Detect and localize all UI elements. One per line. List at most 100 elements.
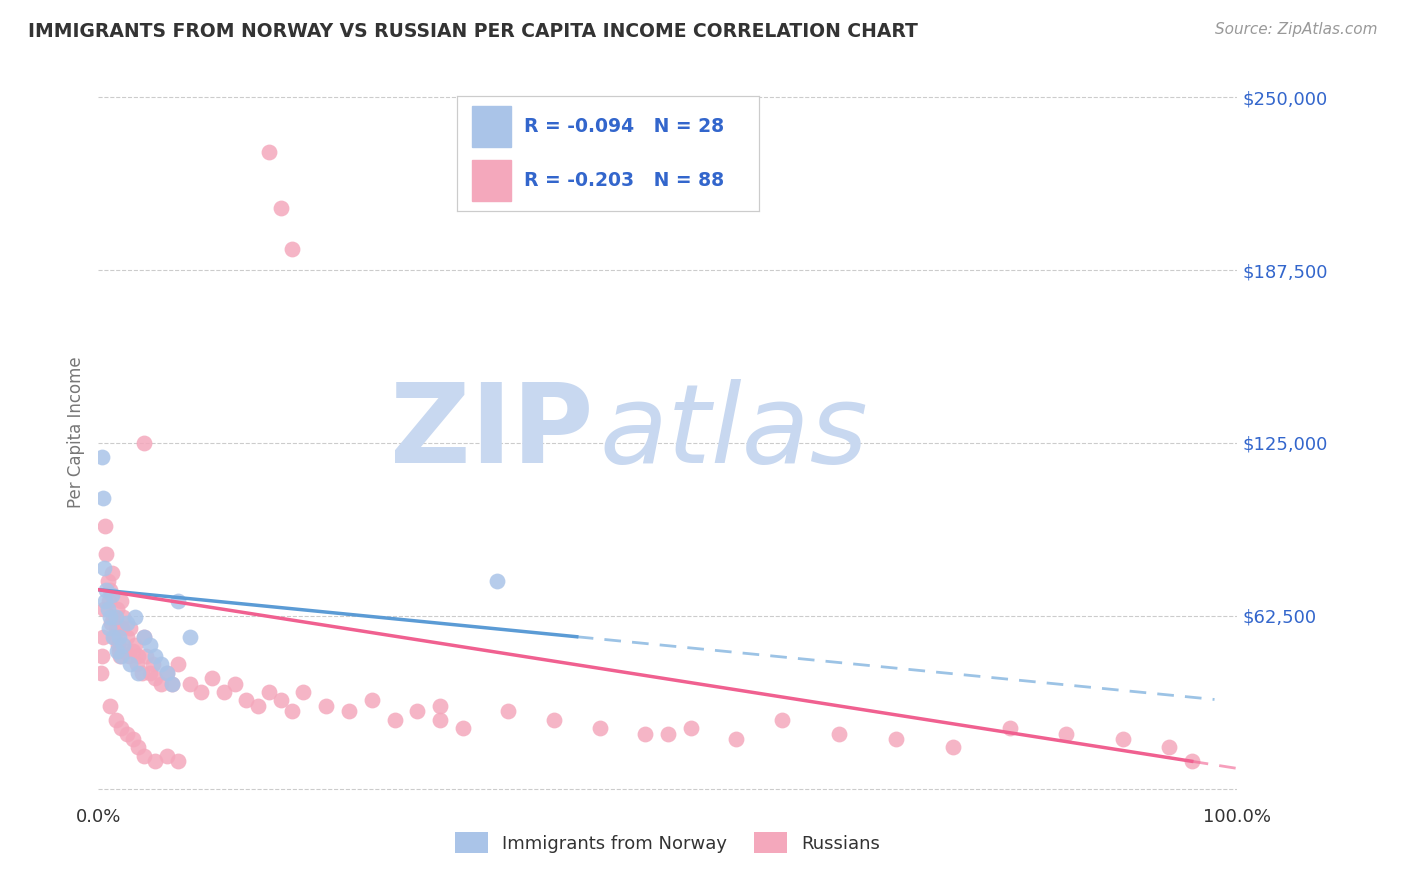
Point — [127, 665, 149, 680]
Point — [145, 671, 167, 685]
Point — [132, 630, 155, 644]
Point — [156, 748, 179, 763]
Point — [138, 665, 160, 680]
Point — [201, 671, 224, 685]
Point — [110, 721, 132, 735]
Point — [406, 705, 429, 719]
Point — [235, 693, 257, 707]
Text: Source: ZipAtlas.com: Source: ZipAtlas.com — [1215, 22, 1378, 37]
Point — [429, 698, 451, 713]
Point — [142, 657, 165, 672]
Point — [94, 593, 117, 607]
Point — [120, 657, 142, 672]
Point — [337, 705, 360, 719]
Point — [1181, 754, 1204, 768]
Point — [451, 721, 474, 735]
Point — [93, 602, 115, 616]
Point — [384, 713, 406, 727]
Point — [115, 615, 138, 630]
Point — [259, 685, 281, 699]
Point — [124, 638, 146, 652]
Point — [634, 726, 657, 740]
Point — [101, 566, 124, 580]
Point — [121, 732, 143, 747]
Y-axis label: Per Capita Income: Per Capita Income — [66, 357, 84, 508]
Point — [121, 643, 143, 657]
Point — [96, 547, 118, 561]
Point — [98, 698, 121, 713]
Point — [150, 657, 173, 672]
Point — [138, 638, 160, 652]
Point — [98, 582, 121, 597]
Point — [145, 649, 167, 664]
Point — [167, 754, 190, 768]
Point — [224, 677, 246, 691]
Point — [90, 450, 112, 464]
Point — [679, 721, 702, 735]
Point — [190, 685, 212, 699]
Point — [115, 726, 138, 740]
Point — [150, 677, 173, 691]
Point — [167, 657, 190, 672]
Point — [105, 602, 128, 616]
Point — [131, 665, 153, 680]
Point — [246, 698, 269, 713]
Point — [167, 593, 190, 607]
Point — [498, 705, 520, 719]
Point — [107, 638, 129, 652]
Point — [111, 622, 134, 636]
Point — [292, 685, 315, 699]
Point — [315, 698, 337, 713]
Point — [97, 622, 120, 636]
Point — [112, 610, 135, 624]
Point — [96, 582, 118, 597]
Point — [90, 649, 112, 664]
Point — [429, 713, 451, 727]
Point — [145, 754, 167, 768]
Point — [162, 677, 184, 691]
Point — [104, 713, 127, 727]
Point — [588, 721, 610, 735]
Point — [1054, 726, 1078, 740]
Point — [100, 615, 122, 630]
Point — [156, 665, 179, 680]
Point — [91, 491, 114, 506]
Point — [212, 685, 235, 699]
Point — [486, 574, 509, 589]
Text: ZIP: ZIP — [391, 379, 593, 486]
Point — [90, 665, 112, 680]
Point — [101, 588, 124, 602]
Point — [108, 643, 131, 657]
Point — [108, 630, 131, 644]
Point — [103, 630, 125, 644]
Point — [94, 519, 117, 533]
Point — [91, 630, 114, 644]
Point — [120, 622, 142, 636]
Point — [110, 593, 132, 607]
Point — [770, 713, 793, 727]
Point — [132, 630, 155, 644]
Point — [156, 665, 179, 680]
Point — [884, 732, 907, 747]
Point — [124, 610, 146, 624]
Text: IMMIGRANTS FROM NORWAY VS RUSSIAN PER CAPITA INCOME CORRELATION CHART: IMMIGRANTS FROM NORWAY VS RUSSIAN PER CA… — [28, 22, 918, 41]
Point — [270, 201, 292, 215]
Point — [93, 560, 115, 574]
Point — [104, 610, 127, 624]
Point — [998, 721, 1021, 735]
Point — [127, 740, 149, 755]
Point — [132, 436, 155, 450]
Point — [162, 677, 184, 691]
Point — [132, 748, 155, 763]
Point — [135, 649, 157, 664]
Point — [127, 657, 149, 672]
Point — [108, 649, 131, 664]
Point — [828, 726, 851, 740]
Legend: Immigrants from Norway, Russians: Immigrants from Norway, Russians — [449, 825, 887, 861]
Point — [96, 602, 118, 616]
Point — [657, 726, 679, 740]
Point — [114, 643, 136, 657]
Point — [270, 693, 292, 707]
Point — [179, 630, 201, 644]
Point — [104, 622, 127, 636]
